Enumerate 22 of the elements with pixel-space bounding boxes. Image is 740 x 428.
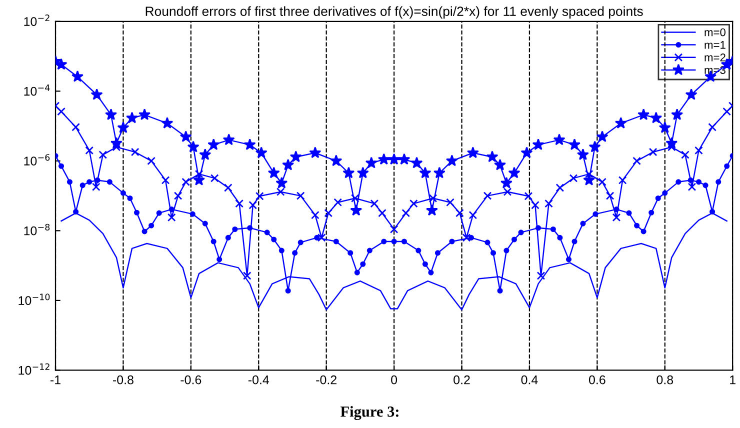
chart-title: Roundoff errors of first three derivatives of f(x)=sin(pi/2*x) for 11 evenly spaced points: [146, 6, 643, 19]
x-tick-label: 0.6: [588, 375, 606, 384]
y-tick-label: 10$^{−2}$: [24, 14, 50, 26]
x-tick-label: 0.4: [521, 375, 538, 384]
legend-label: m=0: [704, 28, 726, 36]
x-tick-label: 0.8: [656, 375, 674, 384]
x-tick-label: -0.8: [112, 375, 134, 384]
x-tick-label: -1: [50, 376, 60, 384]
y-tick-label: 10$^{−8}$: [24, 224, 50, 236]
y-tick-label: 10$^{−10}$: [18, 294, 50, 306]
y-tick-label: 10$^{−4}$: [24, 84, 50, 96]
legend-label: m=2: [704, 54, 726, 62]
x-tick-label: -0.4: [248, 375, 270, 384]
legend-label: m=1: [704, 41, 726, 49]
x-tick-label: 0.2: [454, 375, 470, 384]
y-tick-label: 10$^{−12}$: [18, 363, 50, 375]
x-tick-label: -0.6: [180, 375, 202, 384]
x-tick-label: 1: [730, 376, 736, 384]
caption: Figure 3:: [340, 406, 398, 420]
x-tick-label: -0.2: [316, 375, 336, 384]
y-tick-label: 10$^{−6}$: [24, 154, 50, 166]
x-tick-label: 0: [391, 375, 398, 384]
